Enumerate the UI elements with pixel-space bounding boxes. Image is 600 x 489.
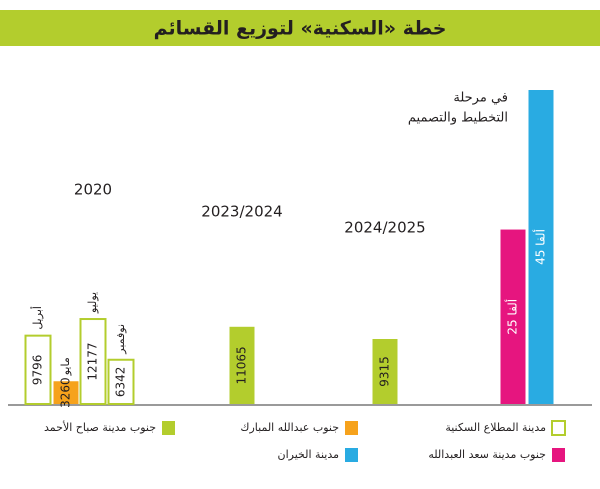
group-label: 2024/2025 [344,219,425,237]
value-label: 9315 [378,356,392,387]
bar [53,381,79,404]
bar [528,90,554,404]
legend-swatch [345,448,358,462]
value-label: 12177 [86,342,100,380]
value-label: 9796 [31,355,45,386]
category-label: أبريل [30,306,44,330]
group-label: 2023/2024 [201,203,282,221]
value-label: 3260 [59,377,73,408]
group-label: 2020 [74,181,112,199]
value-label: 25 ألفا [505,299,520,335]
bar [79,318,107,405]
bar [229,326,255,404]
value-label: 45 ألفا [533,229,548,265]
legend-label: مدينة الخيران [278,448,340,461]
bar [372,339,398,404]
chart-title: خطة «السكنية» لتوزيع القسائم [154,18,447,40]
legend-label: جنوب عبدالله المبارك [240,421,339,434]
legend-label: مدينة المطلاع السكنية [445,421,546,434]
legend-swatch [162,421,175,435]
legend-swatch [345,421,358,435]
bar [500,229,526,404]
note: التخطيط والتصميم [408,111,508,126]
legend-swatch [552,448,565,462]
legend-swatch [551,420,566,436]
note: في مرحلة [453,91,508,106]
category-label: نوفمبر [114,324,127,355]
category-label: مايو [59,357,72,376]
legend-label: جنوب مدينة صباح الأحمد [44,420,156,434]
title-bar [0,10,600,46]
bar [107,358,135,406]
category-label: يوليو [86,292,99,314]
bar [24,334,52,405]
legend-label: جنوب مدينة سعد العبدالله [428,448,546,461]
value-label: 6342 [114,367,128,398]
value-label: 11065 [235,346,249,384]
